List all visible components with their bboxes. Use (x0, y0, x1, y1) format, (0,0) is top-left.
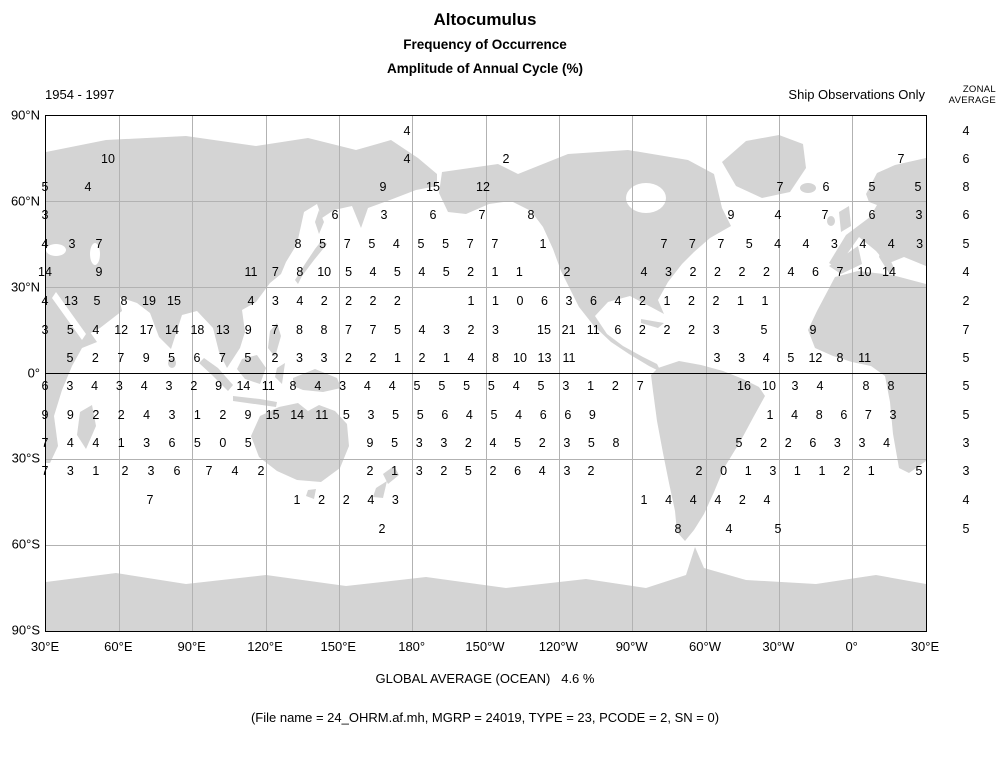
greenland (722, 135, 806, 198)
japan (295, 240, 327, 284)
x-tick-label: 180° (398, 639, 426, 654)
x-tick-label: 30°W (762, 639, 795, 654)
black-sea (46, 244, 66, 256)
file-info-label: (File name = 24_OHRM.af.mh, MGRP = 24019… (250, 710, 720, 725)
zonal-average-value: 5 (962, 351, 970, 365)
zonal-average-value: 2 (962, 294, 970, 308)
zonal-average-value: 4 (962, 493, 970, 507)
y-tick-label: 90°N (10, 107, 40, 123)
zonal-header-line1: ZONAL (962, 84, 996, 95)
hudson-bay (626, 183, 666, 213)
zonal-average-header: ZONAL AVERAGE (938, 84, 996, 106)
zonal-average-value: 4 (962, 124, 970, 138)
ship-observations-note: Ship Observations Only (788, 87, 925, 102)
south-america (651, 361, 765, 541)
y-tick-label: 0° (27, 365, 40, 380)
x-tick-label: 30°E (910, 639, 940, 654)
y-tick-label: 90°S (11, 622, 40, 638)
page-subtitle: Frequency of Occurrence (403, 37, 567, 52)
zonal-average-value: 4 (962, 265, 970, 279)
zonal-average-value: 5 (962, 522, 970, 536)
new-zealand-south (373, 481, 387, 498)
ireland (827, 216, 835, 226)
zonal-average-value: 5 (962, 408, 970, 422)
java (233, 396, 277, 407)
zonal-header-line2: AVERAGE (948, 95, 996, 106)
caspian-sea (90, 243, 100, 265)
cuba (641, 319, 664, 328)
zonal-average-value: 5 (962, 379, 970, 393)
novaya-zemlya (106, 151, 122, 167)
britain (839, 206, 851, 232)
zonal-average-value: 8 (962, 180, 970, 194)
x-tick-label: 150°W (465, 639, 505, 654)
zonal-average-value: 5 (962, 237, 970, 251)
australia (251, 403, 349, 482)
zonal-average-value: 7 (962, 323, 970, 337)
zonal-average-value: 3 (962, 436, 970, 450)
africa-west (808, 271, 926, 473)
eurasia-landmass (46, 136, 437, 368)
africa-east (46, 283, 97, 463)
new-guinea (293, 369, 341, 392)
x-tick-label: 120°E (247, 639, 283, 654)
sumatra (199, 358, 233, 391)
tasmania (306, 489, 316, 499)
zonal-average-value: 6 (962, 152, 970, 166)
grid-line-horizontal (46, 544, 926, 546)
x-tick-label: 60°E (104, 639, 133, 654)
x-tick-label: 150°E (320, 639, 357, 654)
sakhalin (315, 210, 324, 234)
grid-line-horizontal (46, 201, 926, 203)
map-plot-area (45, 115, 927, 632)
page-subsubtitle: Amplitude of Annual Cycle (%) (386, 61, 583, 76)
borneo (237, 355, 266, 384)
x-tick-label: 90°E (177, 639, 206, 654)
y-tick-label: 30°N (10, 279, 40, 295)
philippines (268, 323, 281, 357)
x-tick-label: 60°W (689, 639, 721, 654)
zonal-average-value: 3 (962, 464, 970, 478)
iceland (800, 183, 816, 193)
x-tick-label: 30°E (30, 639, 60, 654)
grid-line-horizontal (46, 458, 926, 460)
page-title: Altocumulus (433, 10, 537, 29)
grid-line-horizontal (46, 287, 926, 289)
madagascar (77, 405, 96, 449)
period-label: 1954 - 1997 (45, 87, 115, 102)
equator-line (46, 373, 926, 374)
y-tick-label: 30°S (11, 450, 40, 466)
x-tick-label: 90°W (615, 639, 648, 654)
sri-lanka (168, 358, 176, 368)
italy (879, 247, 895, 273)
new-zealand-north (383, 466, 399, 484)
y-tick-label: 60°S (11, 536, 40, 552)
europe (829, 158, 926, 268)
red-sea (52, 292, 86, 340)
zonal-average-value: 6 (962, 208, 970, 222)
iberia (829, 246, 862, 274)
global-average-label: GLOBAL AVERAGE (OCEAN) 4.6 % (375, 671, 595, 686)
x-tick-label: 120°W (538, 639, 578, 654)
north-america (439, 150, 731, 372)
y-tick-label: 60°N (10, 193, 40, 209)
x-tick-label: 0° (845, 639, 858, 654)
